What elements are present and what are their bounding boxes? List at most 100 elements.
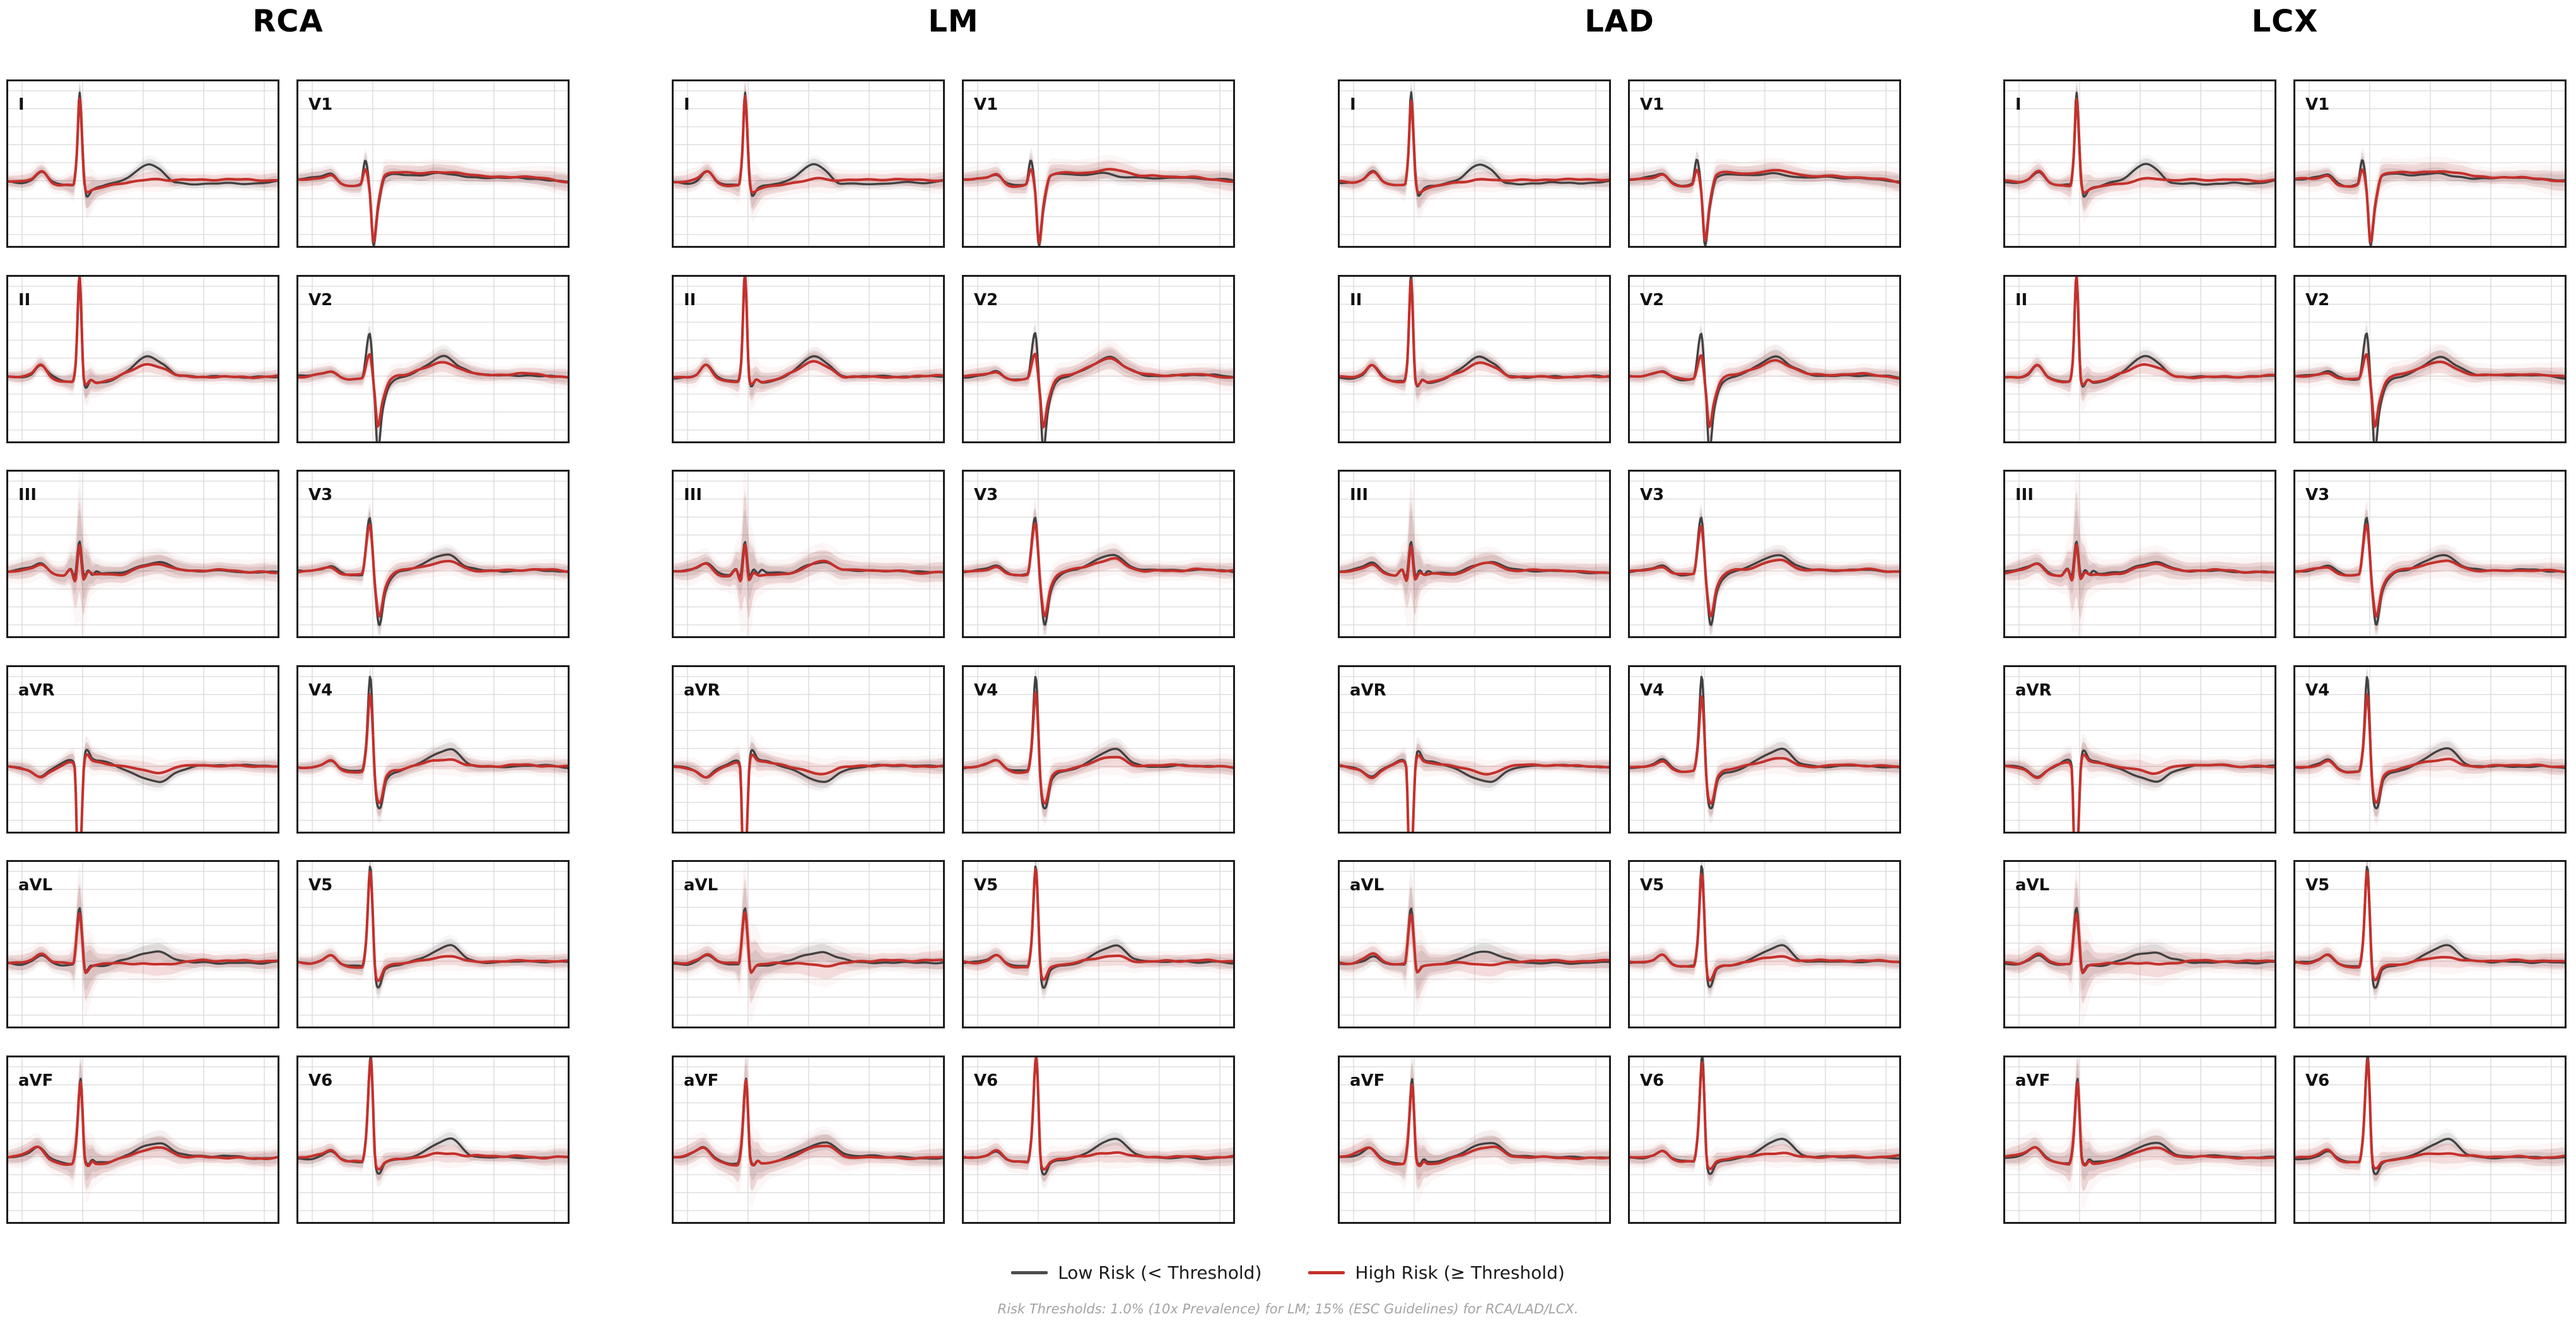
ecg-plot: V5: [2293, 860, 2567, 1028]
ecg-panel-rca-v4: V4: [296, 665, 570, 834]
ecg-plot: III: [2003, 470, 2276, 638]
group-lm: LM I V1 II V2 III V3 aVR V4 aVL V5 aVF V6: [672, 0, 1235, 1224]
ecg-panel-lcx-v4: V4: [2293, 665, 2567, 834]
lead-label: III: [2015, 486, 2034, 504]
ecg-plot: V2: [962, 274, 1235, 443]
ecg-plot: I: [6, 79, 279, 248]
lead-label: V5: [308, 876, 332, 895]
ecg-panel-lad-v2: V2: [1628, 274, 1901, 443]
lead-label: aVL: [2015, 876, 2049, 895]
lead-label: aVR: [18, 681, 55, 700]
lead-label: III: [18, 486, 37, 504]
ecg-panel-rca-iii: III: [6, 470, 279, 638]
lead-label: III: [1350, 486, 1368, 504]
lead-label: aVR: [1350, 681, 1386, 700]
lead-label: V2: [1640, 291, 1664, 310]
lead-label: V4: [1640, 681, 1664, 700]
lead-label: V5: [1640, 876, 1664, 895]
ecg-panel-rca-avr: aVR: [6, 665, 279, 834]
ecg-panel-lad-v6: V6: [1628, 1055, 1901, 1224]
ecg-panel-lm-avl: aVL: [672, 860, 945, 1028]
ecg-plot: V6: [2293, 1055, 2567, 1224]
ecg-panel-lm-ii: II: [672, 274, 945, 443]
ecg-plot: aVL: [1338, 860, 1611, 1028]
lead-label: V1: [974, 95, 998, 114]
ecg-panel-lcx-v1: V1: [2293, 79, 2567, 248]
ecg-plot: V1: [962, 79, 1235, 248]
legend-label-low-risk: Low Risk (< Threshold): [1058, 1262, 1262, 1283]
lead-label: I: [18, 95, 25, 114]
lead-label: aVR: [684, 681, 720, 700]
panel-grid-lad: I V1 II V2 III V3 aVR V4 aVL V5 aVF V6: [1338, 79, 1901, 1224]
ecg-plot: V6: [962, 1055, 1235, 1224]
ecg-plot: V2: [2293, 274, 2567, 443]
lead-label: V6: [974, 1071, 998, 1090]
group-title-lm: LM: [928, 4, 979, 39]
ecg-panel-rca-avf: aVF: [6, 1055, 279, 1224]
ecg-plot: II: [672, 274, 945, 443]
ecg-panel-lm-v1: V1: [962, 79, 1235, 248]
lead-label: V1: [1640, 95, 1664, 114]
ecg-panel-lad-v4: V4: [1628, 665, 1901, 834]
lead-label: V6: [2305, 1071, 2329, 1090]
ecg-panel-lad-v3: V3: [1628, 470, 1901, 638]
ecg-plot: V4: [2293, 665, 2567, 834]
ecg-plot: V4: [962, 665, 1235, 834]
ecg-panel-lcx-avr: aVR: [2003, 665, 2276, 834]
ecg-plot: III: [672, 470, 945, 638]
ecg-plot: V1: [296, 79, 570, 248]
ecg-panel-lcx-avf: aVF: [2003, 1055, 2276, 1224]
ecg-panel-rca-v6: V6: [296, 1055, 570, 1224]
group-title-lad: LAD: [1584, 4, 1654, 39]
lead-label: aVL: [1350, 876, 1384, 895]
ecg-panel-lm-avr: aVR: [672, 665, 945, 834]
lead-label: aVF: [684, 1071, 718, 1090]
ecg-plot: V6: [296, 1055, 570, 1224]
lead-label: V1: [308, 95, 332, 114]
ecg-plot: aVR: [6, 665, 279, 834]
ecg-plot: aVF: [672, 1055, 945, 1224]
ecg-panel-lad-v1: V1: [1628, 79, 1901, 248]
lead-label: I: [1350, 95, 1356, 114]
ecg-plot: V3: [962, 470, 1235, 638]
ecg-panel-rca-v3: V3: [296, 470, 570, 638]
high-risk-line-swatch: [1308, 1271, 1345, 1274]
lead-label: II: [684, 291, 696, 310]
lead-label: V3: [1640, 486, 1664, 504]
lead-label: V6: [1640, 1071, 1664, 1090]
ecg-panel-lcx-v5: V5: [2293, 860, 2567, 1028]
group-title-lcx: LCX: [2251, 4, 2319, 39]
ecg-panel-rca-v5: V5: [296, 860, 570, 1028]
ecg-plot: III: [6, 470, 279, 638]
lead-label: V2: [974, 291, 998, 310]
lead-label: V2: [2305, 291, 2329, 310]
ecg-plot: aVL: [6, 860, 279, 1028]
ecg-panel-lad-avr: aVR: [1338, 665, 1611, 834]
group-title-rca: RCA: [252, 4, 324, 39]
ecg-plot: aVR: [672, 665, 945, 834]
ecg-plot: V5: [296, 860, 570, 1028]
ecg-panel-lm-v4: V4: [962, 665, 1235, 834]
ecg-plot: V5: [1628, 860, 1901, 1028]
ecg-plot: II: [6, 274, 279, 443]
ecg-panel-rca-i: I: [6, 79, 279, 248]
ecg-plot: aVL: [672, 860, 945, 1028]
lead-label: aVL: [684, 876, 718, 895]
ecg-plot: V3: [1628, 470, 1901, 638]
ecg-plot: V3: [2293, 470, 2567, 638]
ecg-panel-lm-i: I: [672, 79, 945, 248]
ecg-plot: V4: [1628, 665, 1901, 834]
ecg-panel-rca-v2: V2: [296, 274, 570, 443]
legend: Low Risk (< Threshold) High Risk (≥ Thre…: [0, 1262, 2576, 1283]
ecg-panel-rca-ii: II: [6, 274, 279, 443]
lead-label: V5: [2305, 876, 2329, 895]
lead-label: aVR: [2015, 681, 2052, 700]
lead-label: aVF: [1350, 1071, 1385, 1090]
ecg-plot: V1: [1628, 79, 1901, 248]
ecg-plot: I: [672, 79, 945, 248]
lead-label: I: [684, 95, 690, 114]
ecg-panel-lad-avl: aVL: [1338, 860, 1611, 1028]
ecg-panel-lm-v3: V3: [962, 470, 1235, 638]
ecg-panel-lad-ii: II: [1338, 274, 1611, 443]
group-rca: RCA I V1 II V2 III V3 aVR V4 aVL V5 aVF V6: [6, 0, 570, 1224]
